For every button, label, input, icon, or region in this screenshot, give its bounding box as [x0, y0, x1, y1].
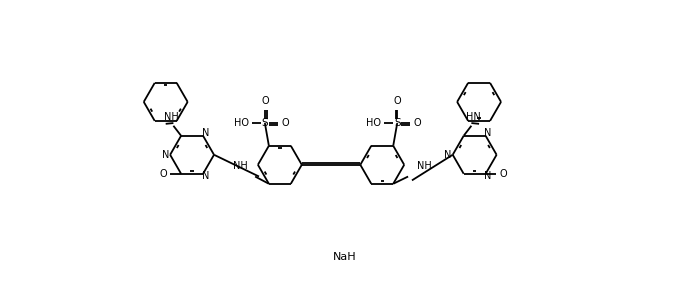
Text: HN: HN: [466, 111, 481, 122]
Text: HO: HO: [366, 118, 381, 128]
Text: N: N: [202, 171, 209, 181]
Text: O: O: [499, 169, 507, 179]
Text: O: O: [261, 96, 269, 106]
Text: O: O: [414, 118, 421, 128]
Text: N: N: [485, 128, 492, 139]
Text: O: O: [281, 118, 289, 128]
Text: S: S: [262, 118, 268, 128]
Text: NH: NH: [164, 111, 178, 122]
Text: HO: HO: [234, 118, 249, 128]
Text: N: N: [444, 150, 452, 160]
Text: NH: NH: [233, 161, 247, 171]
Text: S: S: [394, 118, 400, 128]
Text: NH: NH: [417, 161, 432, 171]
Text: O: O: [394, 96, 401, 106]
Text: N: N: [485, 171, 492, 181]
Text: O: O: [160, 169, 168, 179]
Text: NaH: NaH: [333, 252, 357, 262]
Text: N: N: [202, 128, 209, 139]
Text: N: N: [162, 150, 169, 160]
